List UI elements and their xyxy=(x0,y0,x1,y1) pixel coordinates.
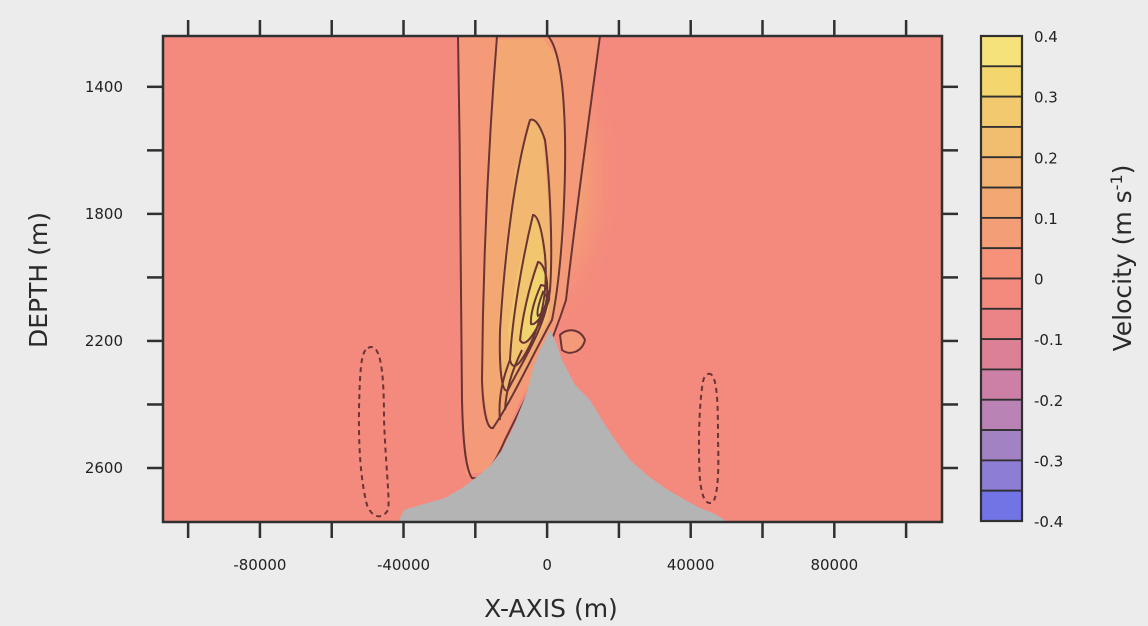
contour-line-0.35 xyxy=(536,290,549,318)
x-tick-label: 0 xyxy=(542,556,552,574)
colorbar-tick-label: 0.3 xyxy=(1034,89,1058,107)
x-tick-label: -40000 xyxy=(377,556,430,574)
contour-line-0.1 xyxy=(480,36,567,429)
y-tick-label: 2600 xyxy=(85,459,123,477)
contour-fill-0.2 xyxy=(508,215,546,370)
colorbar: 0.4 0.3 0.2 0.1 0 -0.1 -0.2 -0.3 -0.4 xyxy=(979,28,1063,531)
colorbar-band xyxy=(980,277,1023,310)
colorbar-tick-label: 0.1 xyxy=(1034,210,1058,228)
svg-text:Velocity (m s-1): Velocity (m s-1) xyxy=(1107,165,1137,352)
colorbar-exponent: -1 xyxy=(1107,174,1126,190)
contour-line-small-right xyxy=(558,329,587,354)
x-tick-label: -80000 xyxy=(233,556,286,574)
y-tick-label: 2200 xyxy=(85,332,123,350)
y-axis-title: DEPTH (m) xyxy=(24,212,53,348)
colorbar-tick-label: -0.2 xyxy=(1034,392,1063,410)
y-tick-label: 1400 xyxy=(85,78,123,96)
x-axis-title: X-AXIS (m) xyxy=(484,594,618,623)
colorbar-tick-label: -0.3 xyxy=(1034,452,1063,470)
contour-fill-0.4 xyxy=(532,288,550,325)
colorbar-label: Velocity (m s xyxy=(1108,190,1137,351)
contour-line-0.25 xyxy=(518,260,549,344)
colorbar-tick-label: -0.1 xyxy=(1034,331,1063,349)
negative-contours xyxy=(357,345,720,518)
colorbar-band xyxy=(980,338,1023,371)
colorbar-tick-label: 0.4 xyxy=(1034,28,1058,46)
colorbar-label-suffix: ) xyxy=(1108,165,1137,175)
contour-line-shelf2 xyxy=(504,349,523,411)
dashed-contour-left xyxy=(357,345,390,518)
colorbar-band xyxy=(980,216,1023,250)
contour-line-0.3 xyxy=(529,283,551,326)
colorbar-band xyxy=(980,429,1023,462)
colorbar-tick-label: -0.4 xyxy=(1034,513,1063,531)
x-tick-label: 40000 xyxy=(667,556,715,574)
colorbar-tick-label: 0 xyxy=(1034,271,1044,289)
colorbar-band xyxy=(980,65,1023,98)
colorbar-band xyxy=(980,398,1023,431)
colorbar-band xyxy=(980,247,1023,280)
colorbar-band xyxy=(980,368,1023,401)
contour-fill-0.3 xyxy=(520,268,550,345)
y-tick-label: 1800 xyxy=(85,205,123,223)
colorbar-frame xyxy=(979,34,1024,523)
x-axis: -80000 -40000 0 40000 80000 xyxy=(186,20,908,574)
x-tick-label: 80000 xyxy=(810,556,858,574)
colorbar-title: Velocity (m s-1) xyxy=(1107,165,1137,352)
dashed-contour-right xyxy=(697,372,720,504)
colorbar-band xyxy=(980,126,1023,159)
seamount-topography xyxy=(398,330,728,522)
contour-line-shelf xyxy=(498,359,511,421)
contour-lines xyxy=(457,36,601,480)
colorbar-band xyxy=(980,95,1023,128)
colorbar-band xyxy=(980,156,1023,189)
colorbar-band xyxy=(980,489,1023,522)
y-axis: 1400 1800 2200 2600 xyxy=(85,78,958,477)
colorbar-band xyxy=(980,459,1023,492)
colorbar-band xyxy=(980,307,1023,341)
colorbar-band xyxy=(980,35,1023,68)
contour-line-0.2 xyxy=(508,213,547,367)
colorbar-tick-label: 0.2 xyxy=(1034,149,1058,167)
contour-line-0.15 xyxy=(498,118,553,392)
colorbar-band xyxy=(980,186,1023,219)
plot-area xyxy=(163,36,942,522)
plot-frame xyxy=(161,34,944,524)
